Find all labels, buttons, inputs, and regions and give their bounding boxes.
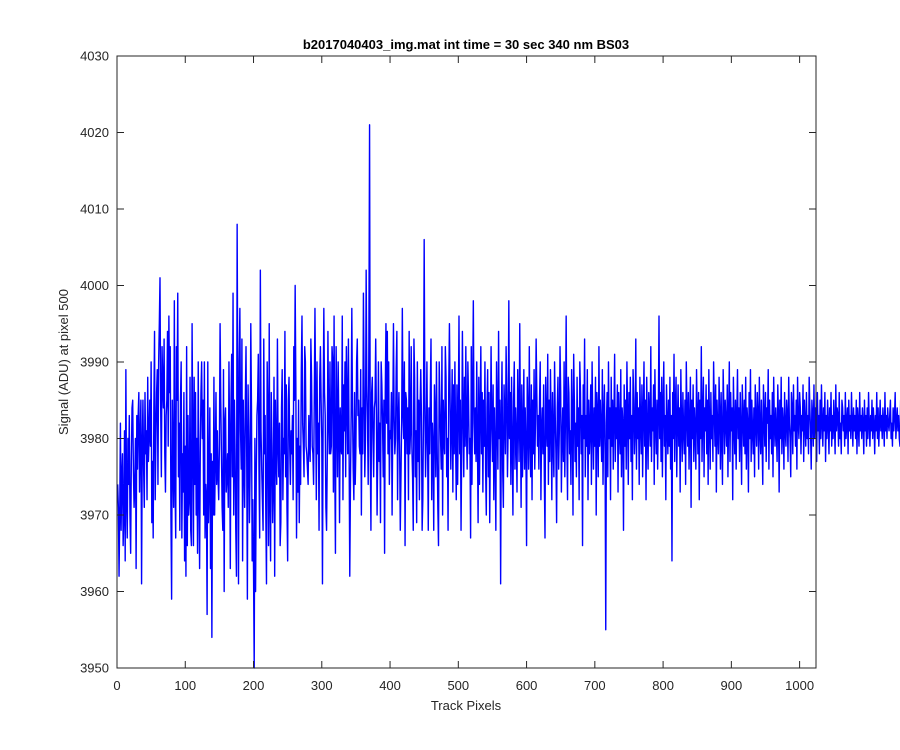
x-tick-label: 1000 bbox=[785, 678, 814, 693]
x-axis-label: Track Pixels bbox=[431, 698, 502, 713]
y-tick-label: 3970 bbox=[80, 508, 109, 523]
y-axis-label: Signal (ADU) at pixel 500 bbox=[56, 289, 71, 435]
x-tick-label: 200 bbox=[243, 678, 265, 693]
x-tick-label: 300 bbox=[311, 678, 333, 693]
x-axis: 0 100 200 300 400 500 600 700 800 900 1000 bbox=[113, 56, 814, 693]
series-line-1 bbox=[116, 124, 900, 669]
y-tick-label: 3950 bbox=[80, 661, 109, 676]
y-tick-label: 4030 bbox=[80, 49, 109, 64]
x-tick-label: 900 bbox=[721, 678, 743, 693]
y-tick-label: 4020 bbox=[80, 125, 109, 140]
series-layer bbox=[116, 124, 900, 669]
y-tick-label: 3980 bbox=[80, 431, 109, 446]
x-tick-label: 500 bbox=[447, 678, 469, 693]
y-tick-label: 4010 bbox=[80, 202, 109, 217]
x-tick-label: 600 bbox=[516, 678, 538, 693]
x-tick-label: 100 bbox=[174, 678, 196, 693]
chart-title: b2017040403_img.mat int time = 30 sec 34… bbox=[303, 37, 629, 52]
x-tick-label: 700 bbox=[584, 678, 606, 693]
x-tick-label: 800 bbox=[652, 678, 674, 693]
y-axis: 3950 3960 3970 3980 3990 4000 4010 4020 4030 bbox=[80, 49, 816, 676]
x-tick-label: 0 bbox=[113, 678, 120, 693]
y-tick-label: 3960 bbox=[80, 584, 109, 599]
y-tick-label: 3990 bbox=[80, 355, 109, 370]
x-tick-label: 400 bbox=[379, 678, 401, 693]
y-tick-label: 4000 bbox=[80, 278, 109, 293]
